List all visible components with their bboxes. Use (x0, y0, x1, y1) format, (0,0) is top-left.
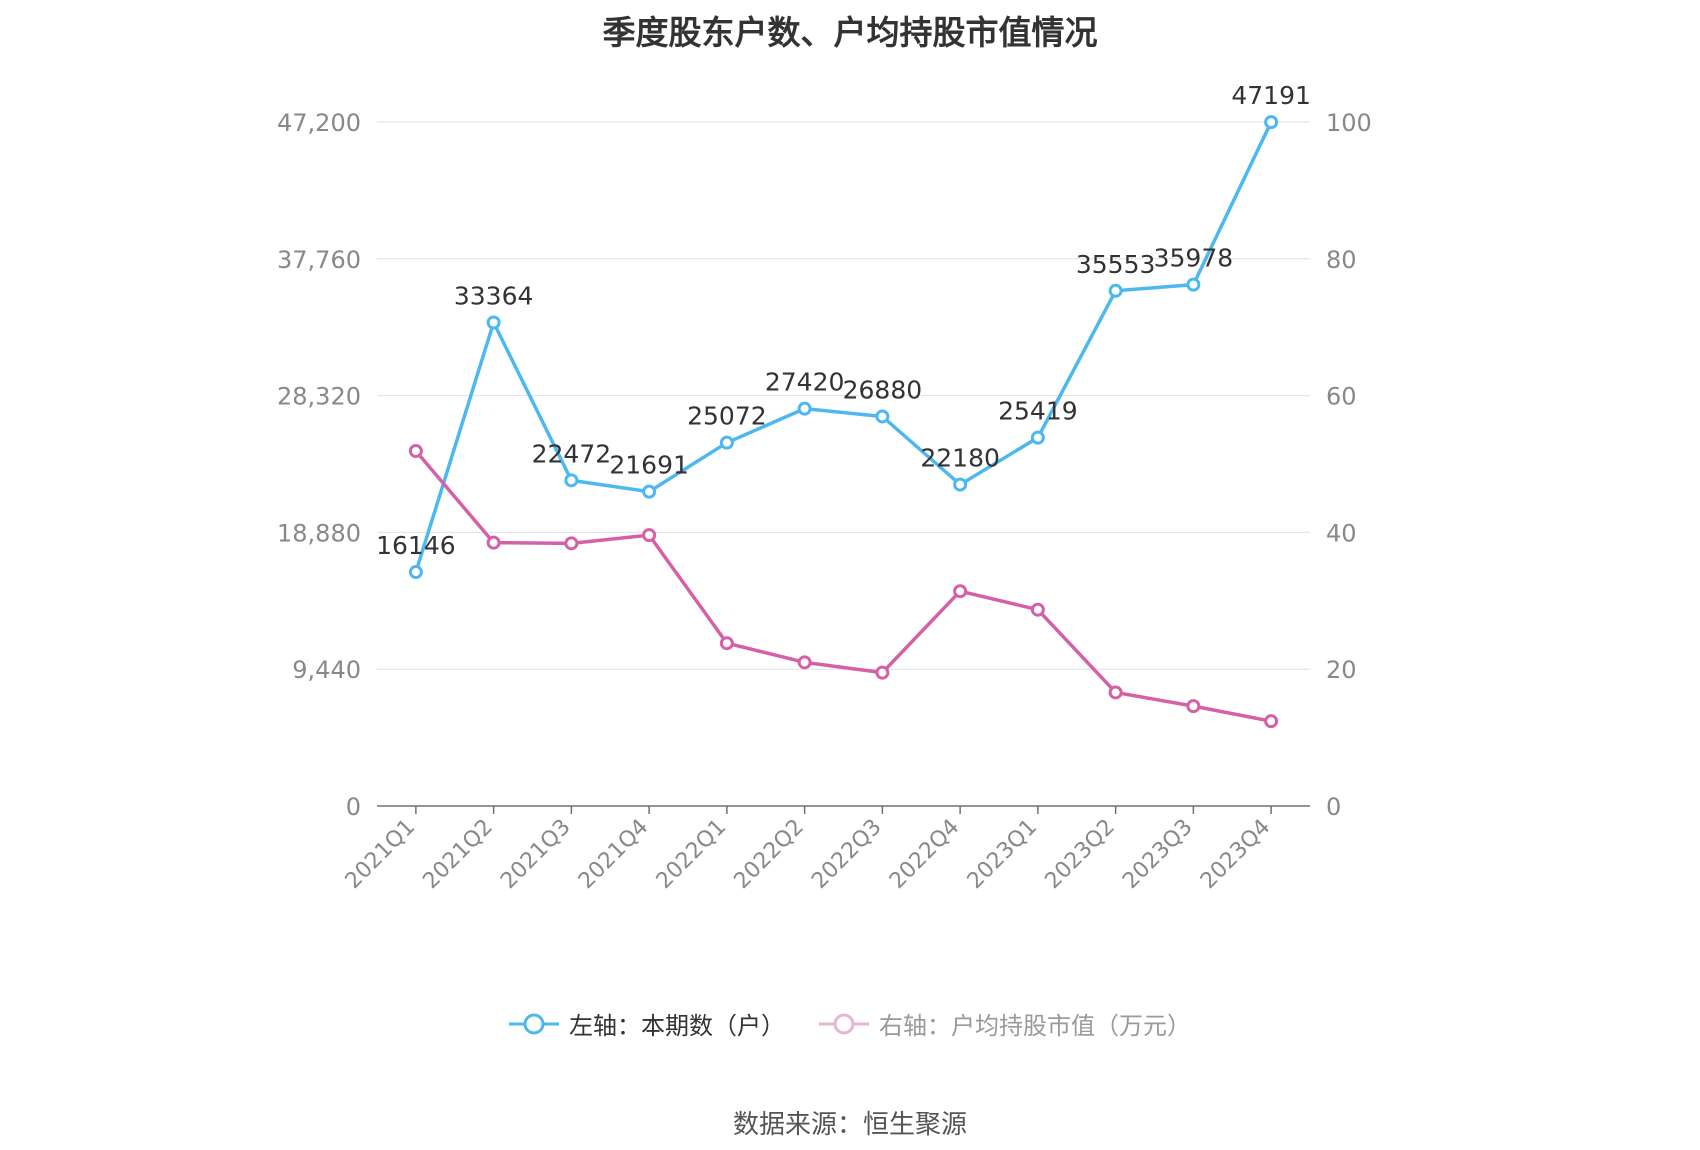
point-households (564, 473, 579, 488)
data-label-households: 22180 (920, 444, 1000, 473)
point-households (1030, 430, 1045, 445)
data-label-households: 47191 (1231, 81, 1311, 110)
series-layer (408, 115, 1279, 729)
legend-item-market-value[interactable]: 右轴：户均持股市值（万元） (819, 1006, 1191, 1041)
data-label-households: 35553 (1076, 250, 1156, 279)
grid-layer (377, 121, 1310, 670)
x-tick-label: 2022Q1 (652, 815, 731, 894)
y-right-tick-label: 80 (1326, 246, 1357, 274)
point-households (875, 409, 890, 424)
y-right-tick-label: 0 (1326, 793, 1341, 821)
y-left-tick-label: 28,320 (277, 383, 361, 411)
x-tick-label: 2022Q4 (885, 815, 964, 894)
point-market-value (642, 528, 657, 543)
point-households (719, 435, 734, 450)
legend-item-households[interactable]: 左轴：本期数（户） (509, 1006, 785, 1041)
x-tick-label: 2022Q3 (807, 815, 886, 894)
data-label-households: 26880 (843, 375, 923, 404)
x-tick-label: 2023Q1 (963, 815, 1042, 894)
point-market-value (564, 536, 579, 551)
chart-title: 季度股东户数、户均持股市值情况 (602, 13, 1098, 52)
point-households (1264, 115, 1279, 130)
legend-marker-blue-icon (509, 1013, 559, 1034)
point-market-value (1186, 699, 1201, 714)
legend-marker-pink-icon (819, 1013, 869, 1034)
y-right-tick-label: 100 (1326, 109, 1372, 137)
point-market-value (1030, 602, 1045, 617)
x-tick-label: 2023Q2 (1040, 815, 1119, 894)
x-tick-label: 2021Q4 (574, 815, 653, 894)
point-households (408, 565, 423, 580)
point-households (1186, 277, 1201, 292)
x-tick-label: 2023Q3 (1118, 815, 1197, 894)
data-label-households: 25419 (998, 397, 1078, 426)
y-right-tick-label: 20 (1326, 656, 1357, 684)
point-households (797, 401, 812, 416)
y-left-tick-label: 9,440 (292, 656, 361, 684)
source-note: 数据来源：恒生聚源 (732, 1110, 967, 1140)
y-left-tick-label: 37,760 (277, 246, 361, 274)
legend-label-households: 左轴：本期数（户） (569, 1012, 785, 1040)
point-market-value (1264, 714, 1279, 729)
point-market-value (875, 665, 890, 680)
x-tick-label: 2022Q2 (729, 815, 808, 894)
data-label-households: 35978 (1154, 244, 1234, 273)
series-line-market-value (414, 449, 1272, 723)
data-label-households: 27420 (765, 368, 845, 397)
point-market-value (486, 535, 501, 550)
y-left-tick-label: 18,880 (277, 519, 361, 547)
point-households (953, 477, 968, 492)
point-market-value (719, 636, 734, 651)
point-households (1108, 283, 1123, 298)
y-left-tick-label: 0 (346, 793, 361, 821)
point-households (642, 484, 657, 499)
data-label-households: 22472 (532, 439, 612, 468)
y-right-tick-label: 40 (1326, 519, 1357, 547)
y-left-tick-label: 47,200 (277, 109, 361, 137)
data-label-households: 16146 (376, 531, 456, 560)
legend-label-market-value: 右轴：户均持股市值（万元） (879, 1012, 1191, 1040)
point-market-value (1108, 685, 1123, 700)
x-tick-label: 2021Q2 (418, 815, 497, 894)
axis-layer: 0 0 9,440 20 18,880 40 28,320 60 37,760 80 47,200 1… (277, 109, 1372, 894)
point-market-value (408, 444, 423, 459)
x-tick-label: 2021Q1 (341, 815, 420, 894)
data-label-households: 33364 (454, 282, 534, 311)
x-tick-label: 2023Q4 (1196, 815, 1275, 894)
x-tick-label: 2021Q3 (496, 815, 575, 894)
series-line-households (414, 121, 1273, 573)
point-households (486, 315, 501, 330)
data-label-households: 21691 (609, 451, 689, 480)
point-market-value (953, 584, 968, 599)
y-right-tick-label: 60 (1326, 383, 1357, 411)
point-market-value (797, 655, 812, 670)
data-label-households: 25072 (687, 402, 767, 431)
legend: 左轴：本期数（户） 右轴：户均持股市值（万元） (0, 1006, 1700, 1041)
